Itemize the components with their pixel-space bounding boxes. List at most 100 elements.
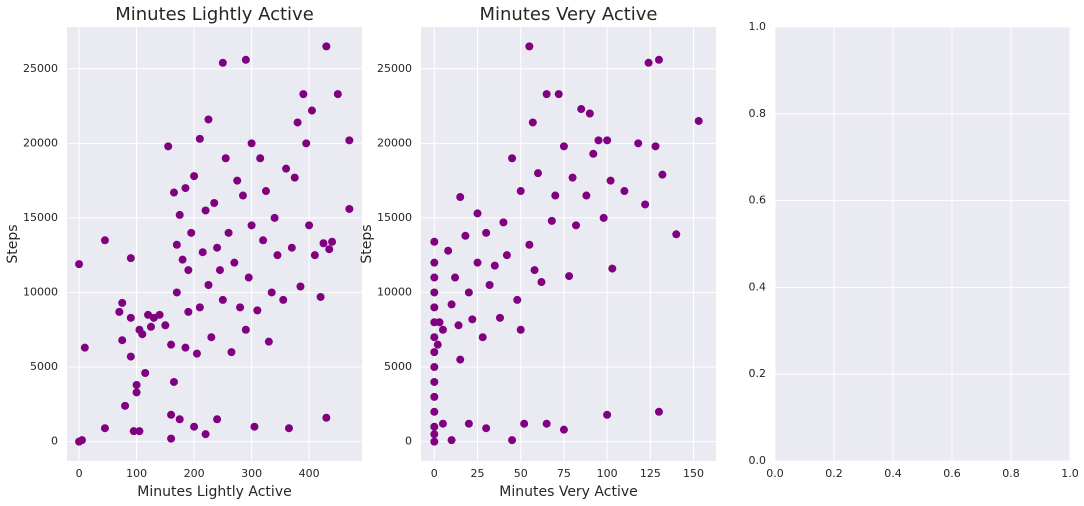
point [438, 419, 447, 428]
plot-area [421, 27, 716, 461]
point [296, 282, 305, 291]
point [430, 392, 439, 401]
x-tick-label: 75 [557, 467, 571, 480]
y-tick-label: 20000 [23, 136, 58, 149]
point [138, 330, 147, 339]
point [115, 307, 124, 316]
point [582, 191, 591, 200]
point [241, 325, 250, 334]
point [190, 172, 199, 181]
point [468, 315, 477, 324]
point [241, 55, 250, 64]
point [620, 187, 629, 196]
point [236, 303, 245, 312]
point [641, 200, 650, 209]
point [502, 251, 511, 260]
point [190, 422, 199, 431]
point [221, 154, 230, 163]
point [282, 164, 291, 173]
point [132, 380, 141, 389]
point [135, 427, 144, 436]
point [520, 419, 529, 428]
point [247, 139, 256, 148]
point [565, 272, 574, 281]
point [430, 430, 439, 439]
point [430, 333, 439, 342]
point [192, 349, 201, 358]
x-tick-label: 300 [241, 467, 262, 480]
point [100, 424, 109, 433]
y-tick-label: 15000 [23, 211, 58, 224]
point [461, 231, 470, 240]
point [322, 42, 331, 51]
x-tick-label: 0.6 [943, 467, 961, 480]
point [198, 248, 207, 257]
point [201, 206, 210, 215]
y-tick-label: 25000 [23, 62, 58, 75]
point [508, 436, 517, 445]
y-tick-label: 0 [405, 435, 412, 448]
y-axis-label: Steps [5, 224, 21, 263]
point [270, 213, 279, 222]
point [537, 278, 546, 287]
point [293, 118, 302, 127]
plot-area [775, 27, 1070, 461]
point [146, 322, 155, 331]
point [572, 221, 581, 230]
y-tick-label: 25000 [377, 62, 412, 75]
point [606, 176, 615, 185]
point [256, 154, 265, 163]
point [444, 246, 453, 255]
point [603, 410, 612, 419]
y-tick-label: 0.0 [749, 454, 767, 467]
point [482, 228, 491, 237]
point [129, 427, 138, 436]
point [195, 303, 204, 312]
point [589, 149, 598, 158]
point [181, 184, 190, 193]
point [204, 281, 213, 290]
plot-area [67, 27, 362, 461]
point [284, 424, 293, 433]
point [172, 288, 181, 297]
point [345, 204, 354, 213]
point [430, 258, 439, 267]
point [253, 306, 262, 315]
point [204, 115, 213, 124]
point [513, 295, 522, 304]
point [525, 240, 534, 249]
point [80, 343, 89, 352]
point [167, 410, 176, 419]
point [454, 321, 463, 330]
point [430, 348, 439, 357]
x-tick-label: 400 [299, 467, 320, 480]
point [261, 187, 270, 196]
point [302, 139, 311, 148]
point [516, 187, 525, 196]
point [542, 90, 551, 99]
point [456, 193, 465, 202]
point [195, 134, 204, 143]
point [654, 55, 663, 64]
point [430, 303, 439, 312]
point [594, 136, 603, 145]
x-tick-label: 0.8 [1002, 467, 1020, 480]
point [634, 139, 643, 148]
y-tick-label: 15000 [377, 211, 412, 224]
point [658, 170, 667, 179]
point [577, 105, 586, 114]
point [77, 436, 86, 445]
point [215, 266, 224, 275]
point [227, 348, 236, 357]
point [187, 228, 196, 237]
x-tick-label: 0.2 [825, 467, 843, 480]
point [267, 288, 276, 297]
y-tick-label: 0.8 [749, 107, 767, 120]
point [247, 221, 256, 230]
point [430, 422, 439, 431]
point [299, 90, 308, 99]
point [126, 352, 135, 361]
chart-title: Minutes Lightly Active [115, 4, 314, 25]
point [264, 337, 273, 346]
